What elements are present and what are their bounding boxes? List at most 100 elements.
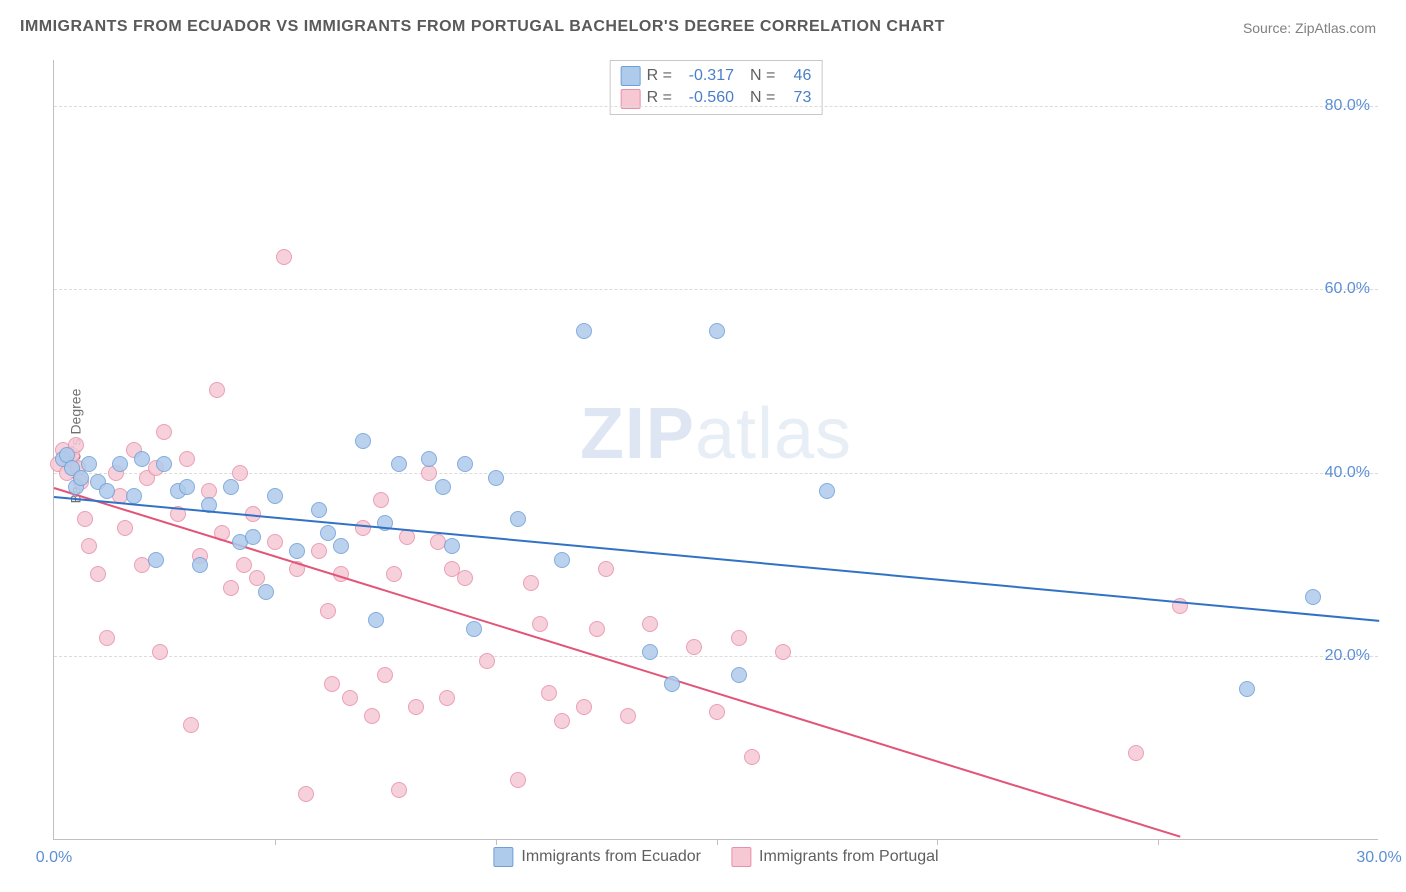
swatch-ecuador [621, 66, 641, 86]
y-tick-label: 20.0% [1325, 647, 1370, 665]
x-tick [1158, 839, 1159, 845]
data-point-ecuador [126, 488, 142, 504]
x-tick-label: 0.0% [36, 849, 72, 867]
data-point-portugal [183, 717, 199, 733]
data-point-portugal [209, 382, 225, 398]
data-point-ecuador [488, 470, 504, 486]
data-point-ecuador [355, 433, 371, 449]
data-point-portugal [439, 690, 455, 706]
data-point-ecuador [457, 456, 473, 472]
data-point-portugal [408, 699, 424, 715]
data-point-ecuador [156, 456, 172, 472]
data-point-ecuador [709, 323, 725, 339]
data-point-ecuador [267, 488, 283, 504]
chart-title: IMMIGRANTS FROM ECUADOR VS IMMIGRANTS FR… [20, 18, 945, 36]
y-tick-label: 40.0% [1325, 464, 1370, 482]
data-point-portugal [598, 561, 614, 577]
stats-row-ecuador: R = -0.317 N = 46 [621, 65, 812, 87]
data-point-ecuador [258, 584, 274, 600]
data-point-portugal [709, 704, 725, 720]
x-tick [496, 839, 497, 845]
data-point-portugal [731, 630, 747, 646]
data-point-ecuador [576, 323, 592, 339]
data-point-portugal [576, 699, 592, 715]
data-point-portugal [179, 451, 195, 467]
data-point-ecuador [1305, 589, 1321, 605]
data-point-ecuador [223, 479, 239, 495]
x-tick [275, 839, 276, 845]
data-point-portugal [541, 685, 557, 701]
gridline-h [54, 106, 1378, 107]
data-point-portugal [775, 644, 791, 660]
data-point-ecuador [134, 451, 150, 467]
data-point-ecuador [333, 538, 349, 554]
trend-line-ecuador [54, 496, 1379, 622]
legend-item-ecuador: Immigrants from Ecuador [493, 847, 701, 867]
data-point-portugal [532, 616, 548, 632]
data-point-ecuador [289, 543, 305, 559]
data-point-ecuador [510, 511, 526, 527]
swatch-ecuador-icon [493, 847, 513, 867]
data-point-portugal [324, 676, 340, 692]
data-point-ecuador [320, 525, 336, 541]
data-point-portugal [99, 630, 115, 646]
data-point-portugal [1128, 745, 1144, 761]
data-point-portugal [457, 570, 473, 586]
data-point-portugal [523, 575, 539, 591]
data-point-ecuador [444, 538, 460, 554]
data-point-portugal [223, 580, 239, 596]
data-point-ecuador [179, 479, 195, 495]
trend-line-portugal [54, 487, 1181, 838]
watermark: ZIPatlas [580, 393, 852, 475]
data-point-portugal [510, 772, 526, 788]
data-point-ecuador [642, 644, 658, 660]
data-point-portugal [377, 667, 393, 683]
data-point-ecuador [819, 483, 835, 499]
gridline-h [54, 289, 1378, 290]
data-point-ecuador [245, 529, 261, 545]
data-point-ecuador [112, 456, 128, 472]
data-point-ecuador [391, 456, 407, 472]
data-point-portugal [311, 543, 327, 559]
data-point-portugal [364, 708, 380, 724]
data-point-portugal [642, 616, 658, 632]
data-point-portugal [156, 424, 172, 440]
data-point-portugal [421, 465, 437, 481]
data-point-portugal [342, 690, 358, 706]
data-point-portugal [391, 782, 407, 798]
data-point-portugal [152, 644, 168, 660]
data-point-ecuador [148, 552, 164, 568]
y-tick-label: 60.0% [1325, 280, 1370, 298]
x-tick [717, 839, 718, 845]
data-point-ecuador [421, 451, 437, 467]
data-point-ecuador [368, 612, 384, 628]
data-point-portugal [90, 566, 106, 582]
data-point-ecuador [466, 621, 482, 637]
y-tick-label: 80.0% [1325, 97, 1370, 115]
data-point-ecuador [731, 667, 747, 683]
data-point-ecuador [554, 552, 570, 568]
data-point-portugal [744, 749, 760, 765]
data-point-ecuador [664, 676, 680, 692]
data-point-portugal [276, 249, 292, 265]
gridline-h [54, 656, 1378, 657]
x-tick-label: 30.0% [1356, 849, 1401, 867]
data-point-ecuador [99, 483, 115, 499]
data-point-ecuador [81, 456, 97, 472]
bottom-legend: Immigrants from Ecuador Immigrants from … [493, 847, 938, 867]
data-point-portugal [686, 639, 702, 655]
data-point-portugal [320, 603, 336, 619]
legend-item-portugal: Immigrants from Portugal [731, 847, 939, 867]
data-point-portugal [81, 538, 97, 554]
data-point-portugal [298, 786, 314, 802]
data-point-portugal [236, 557, 252, 573]
swatch-portugal-icon [731, 847, 751, 867]
data-point-portugal [267, 534, 283, 550]
x-tick [937, 839, 938, 845]
source-attribution: Source: ZipAtlas.com [1243, 20, 1376, 36]
data-point-portugal [373, 492, 389, 508]
data-point-ecuador [1239, 681, 1255, 697]
data-point-ecuador [192, 557, 208, 573]
data-point-portugal [77, 511, 93, 527]
scatter-plot-area: ZIPatlas R = -0.317 N = 46 R = -0.560 N … [53, 60, 1378, 840]
